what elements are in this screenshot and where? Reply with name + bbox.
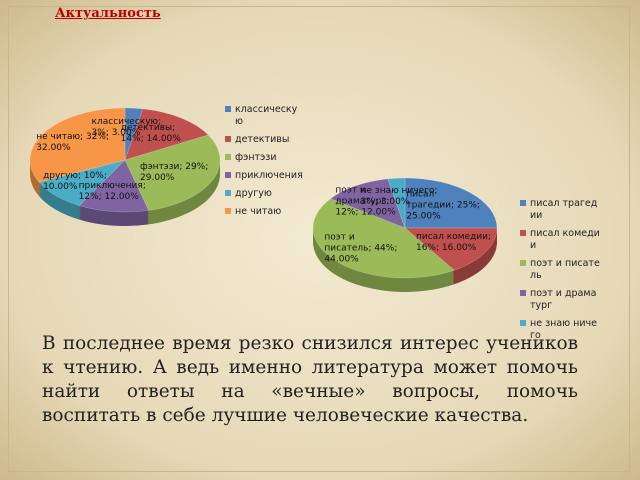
legend-swatch	[225, 190, 231, 196]
data-label: фэнтэзи; 29%; 29.00%	[140, 161, 209, 183]
data-label: поэт и писатель; 44%; 44.00%	[324, 232, 398, 265]
slice	[404, 227, 498, 271]
legend-item: не читаю	[225, 206, 305, 218]
legend-item: писал комедии	[520, 228, 600, 252]
legend-swatch	[225, 106, 231, 112]
slice	[330, 178, 406, 229]
legend-swatch	[225, 154, 231, 160]
legend-swatch	[225, 208, 231, 214]
data-label: не читаю; 32%; 32.00%	[36, 131, 109, 153]
legend-item: приключения	[225, 170, 305, 182]
data-label: классическую; 3%; 3.00%	[91, 116, 162, 138]
slice	[38, 159, 126, 206]
legend-item: не знаю ничего	[520, 318, 600, 342]
data-label: писал трагедии; 25%; 25.00%	[406, 189, 480, 222]
legend-swatch	[225, 172, 231, 178]
slice	[124, 108, 209, 161]
legend-swatch	[520, 260, 526, 266]
legend-swatch	[520, 320, 526, 326]
legend-item: фэнтэзи	[225, 152, 305, 164]
data-label: другую; 10%; 10.00%	[43, 171, 107, 193]
frame	[8, 6, 630, 472]
data-label: приключения; 12%; 12.00%	[78, 180, 146, 202]
legend-swatch	[520, 290, 526, 296]
slice	[78, 159, 149, 213]
legend-item: классическую	[225, 104, 305, 128]
legend-item: поэт и драматург	[520, 288, 600, 312]
slice	[312, 198, 455, 279]
data-label: писал комедии; 16%; 16.00%	[415, 231, 492, 253]
legend-item: писал трагедии	[520, 198, 600, 222]
slice	[404, 177, 498, 229]
slide-title: Актуальность	[55, 6, 161, 21]
slice	[29, 107, 126, 183]
legend-swatch	[520, 230, 526, 236]
data-label: не знаю ничего; 3%; 3.00%	[360, 186, 438, 208]
slice	[124, 107, 144, 161]
legend: классическую детективы фэнтэзи приключения д…	[225, 104, 305, 224]
legend-item: другую	[225, 188, 305, 200]
slice	[124, 134, 221, 211]
data-label: детективы; 14%; 14.00%	[120, 122, 181, 144]
data-label: поэт и драматург; 12%; 12.00%	[335, 185, 396, 218]
legend: писал трагедии писал комедии поэт и писате…	[520, 198, 600, 348]
body-text: В последнее время резко снизился интерес…	[42, 333, 578, 426]
slice	[387, 177, 406, 229]
legend-item: поэт и писатель	[520, 258, 600, 282]
legend-swatch	[520, 200, 526, 206]
legend-item: детективы	[225, 134, 305, 146]
legend-swatch	[225, 136, 231, 142]
